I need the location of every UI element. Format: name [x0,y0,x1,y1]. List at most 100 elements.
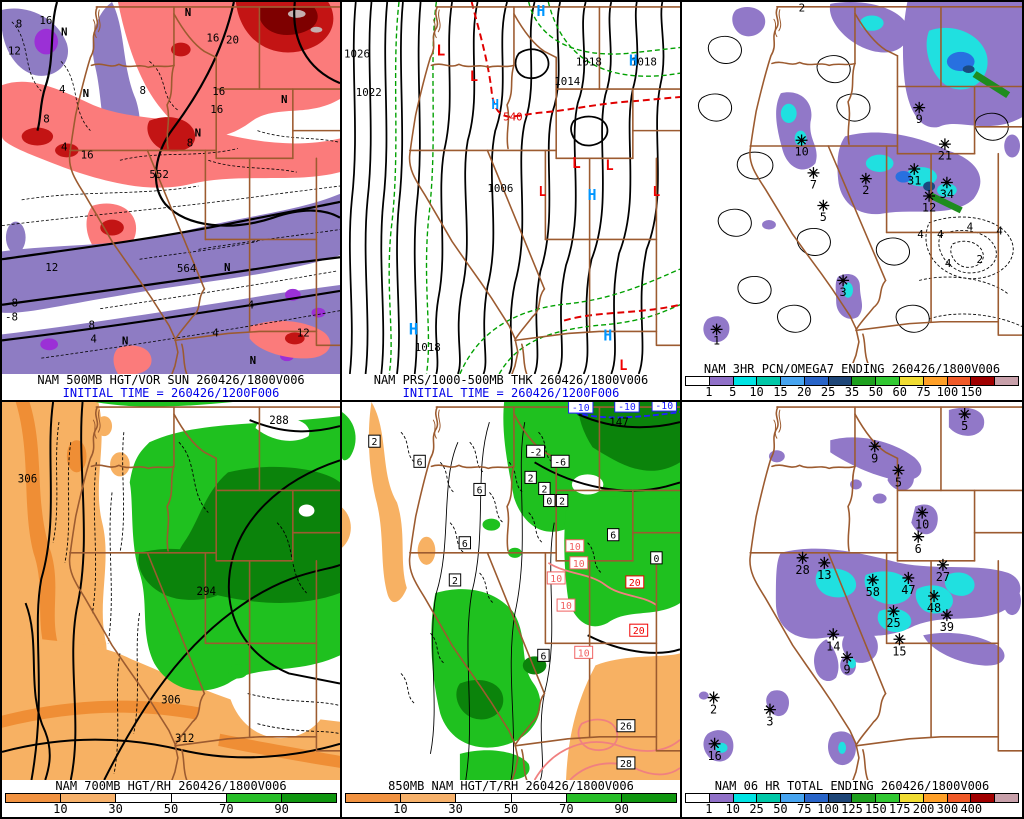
svg-text:1018: 1018 [576,55,602,68]
temp-contour-blue [573,411,680,419]
colorbar-segment [804,377,829,385]
temp-contours-pink [533,562,680,780]
omega-contours [697,35,1009,333]
colorbar-p6: 1 10 25 50 75 100 125 150 175 200 300 400 [682,793,1022,817]
svg-text:2: 2 [452,576,458,587]
colorbar-segment [781,794,805,802]
svg-text:12: 12 [297,326,310,339]
colorbar-segment [971,377,996,385]
colorbar-segment [757,377,782,385]
map-region-500mb[interactable]: 552 564 16 8 12 4 8 16 4 8 16 20 16 16 8 12 4 8 -8 -8 4 12 4 N N… [2,2,340,374]
svg-text:1026: 1026 [344,47,370,60]
map-region-6hr-total[interactable]: 5 9 5 10 6 28 13 58 47 27 48 25 39 15 14 9 2 3 16 [682,402,1022,780]
svg-text:-10: -10 [572,403,590,414]
svg-text:552: 552 [149,168,168,181]
colorbar-segment [923,794,948,802]
colorbar-segment [621,794,677,802]
colorbar-segment [971,794,996,802]
svg-text:34: 34 [940,187,954,201]
svg-text:1022: 1022 [356,86,382,99]
svg-text:6: 6 [610,531,616,542]
colorbar-segment [876,794,901,802]
colorbar-tick-label: 175 [888,802,911,816]
svg-text:4: 4 [212,326,219,339]
svg-text:-8: -8 [5,297,18,310]
colorbar-segment [947,377,972,385]
height-contours-700mb [2,402,340,780]
height-contours-500mb [2,2,340,342]
svg-text:2: 2 [799,2,806,15]
svg-text:N: N [61,26,68,39]
svg-text:47: 47 [901,583,915,597]
svg-text:4: 4 [248,299,255,312]
svg-text:25: 25 [886,616,900,630]
svg-text:H: H [537,3,546,20]
svg-text:2: 2 [862,183,869,197]
colorbar-tick-label: 90 [274,802,289,816]
svg-text:L: L [619,358,627,374]
colorbar-tick-label: 50 [773,802,788,816]
svg-text:6: 6 [915,542,922,556]
snowflake-icon [937,558,949,571]
svg-text:1018: 1018 [631,55,657,68]
colorbar-segment [456,794,512,802]
colorbar-tick-label: 100 [936,385,959,399]
colorbar-tick-label: 50 [163,802,179,816]
colorbar-tick-label: 30 [108,802,123,816]
svg-text:13: 13 [817,568,831,582]
contour-540-red [470,2,680,322]
svg-text:16: 16 [212,85,225,98]
svg-text:2: 2 [559,496,565,507]
temp-contours-thin [400,421,602,780]
svg-text:8: 8 [43,113,50,126]
colorbar-segment [995,377,1018,385]
panel-title-850mb: 850MB NAM HGT/T/RH 260426/1800V006 [388,780,634,793]
colorbar-segment [686,377,710,385]
svg-text:4: 4 [917,228,924,241]
svg-text:N: N [185,6,192,19]
svg-text:1014: 1014 [554,75,580,88]
map-region-850mb[interactable]: 147 2 6 6 -2 -6 2 2 0 2 6 2 6 0 6 26 28 -10 -10 -10 10 10 10 20… [342,402,680,780]
snowflake-icon [807,167,820,179]
colorbar-tick-label: 10 [725,802,740,816]
svg-text:1: 1 [713,334,720,348]
svg-text:0: 0 [653,554,659,565]
svg-text:10: 10 [915,518,929,532]
svg-text:0: 0 [546,496,552,507]
snowflake-icon [913,101,926,114]
svg-text:N: N [224,261,231,274]
colorbar-tick-label: 70 [559,802,574,816]
svg-text:2: 2 [528,473,534,484]
svg-text:L: L [470,69,478,85]
svg-text:20: 20 [226,34,239,47]
colorbar-segment [566,794,622,802]
colorbar-tick-label: 20 [797,385,812,399]
rh-fills [2,402,340,780]
height-contours-850mb [534,413,680,654]
snowflake-icon [902,571,915,584]
map-region-3hr-precip[interactable]: 4 4 4 4 2 4 2 10 7 5 9 21 31 34 12 2 3 1 [682,2,1022,363]
colorbar-segment [900,377,924,385]
colorbar-tick-label: 75 [916,385,931,399]
colorbar-tick-label: 10 [393,802,408,816]
svg-text:28: 28 [620,759,632,770]
svg-text:5: 5 [895,475,902,489]
svg-text:5: 5 [820,210,827,224]
snowflake-icon [928,589,940,603]
svg-text:6: 6 [477,485,483,496]
colorbar-ticks: 10 30 50 70 90 [345,803,677,816]
colorbar-tick-label: 75 [797,802,812,816]
colorbar-segment [876,377,901,385]
svg-text:6: 6 [462,539,468,550]
map-p4: 306 288 294 306 312 [2,402,340,780]
map-region-700mb[interactable]: 306 288 294 306 312 [2,402,340,780]
svg-text:-2: -2 [530,447,542,458]
colorbar-tick-label: 1 [705,802,713,816]
map-region-pressure[interactable]: 1026 1022 1018 1018 1014 1006 1018 540 H H H H H H L L L… [342,2,680,374]
colorbar-segment [281,794,337,802]
svg-text:-10: -10 [655,402,673,412]
thickness-contours-green [388,2,680,374]
svg-text:4: 4 [59,83,66,96]
